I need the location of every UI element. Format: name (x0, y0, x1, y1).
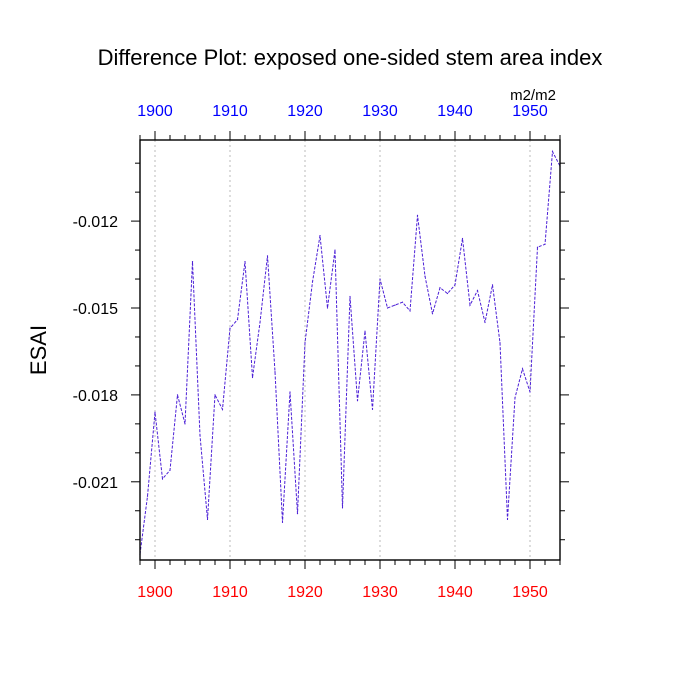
data-point-1944 (484, 321, 486, 324)
series-line-0 (139, 149, 561, 555)
data-point-1909 (221, 408, 224, 410)
data-point-1912 (244, 261, 246, 263)
data-point-1927 (356, 400, 359, 402)
y-axis-label: ESAI (26, 325, 51, 375)
data-point-1938 (439, 287, 441, 289)
data-point-1899 (146, 495, 149, 497)
x-tick-label-bottom: 1920 (287, 584, 323, 601)
x-tick-label-bottom: 1910 (212, 584, 248, 601)
data-point-1952 (544, 243, 546, 245)
data-point-1914 (259, 321, 261, 324)
data-point-1928 (364, 330, 366, 332)
data-point-1930 (379, 278, 381, 280)
data-point-1902 (169, 469, 171, 471)
x-tick-label-top: 1950 (512, 103, 548, 120)
data-point-1940 (454, 284, 456, 286)
data-point-1953 (551, 150, 554, 153)
data-point-1939 (446, 292, 449, 295)
data-point-1920 (304, 342, 306, 344)
x-tick-label-top: 1920 (287, 103, 323, 120)
data-point-1921 (311, 281, 314, 283)
data-point-1950 (529, 391, 531, 393)
grid (154, 140, 531, 560)
data-point-1906 (199, 434, 201, 437)
y-tick-label: -0.021 (73, 475, 118, 492)
data-point-1948 (514, 397, 516, 399)
data-point-1918 (289, 391, 291, 393)
data-point-1943 (476, 290, 479, 292)
y-tick-label: -0.015 (73, 301, 118, 318)
data-point-1935 (416, 214, 419, 216)
data-point-1908 (214, 394, 216, 396)
axis-tick-labels: 1900 1900 1910 1910 1920 1920 1930 1930 1940 1940… (73, 103, 548, 601)
data-point-1942 (469, 304, 471, 306)
x-tick-label-top: 1910 (212, 103, 248, 120)
data-point-1926 (349, 295, 351, 298)
data-point-1917 (281, 521, 284, 523)
data-point-1916 (274, 371, 276, 373)
data-point-1900 (154, 411, 156, 413)
y-tick-label: -0.012 (73, 214, 118, 231)
units-label: m2/m2 (510, 87, 556, 104)
data-point-1951 (536, 246, 539, 248)
data-point-1904 (184, 423, 186, 425)
data-point-1911 (236, 318, 239, 321)
data-point-1932 (394, 304, 396, 306)
data-point-1913 (251, 376, 254, 379)
data-point-1933 (401, 301, 404, 303)
data-point-1931 (386, 307, 389, 309)
data-point-1936 (424, 275, 426, 277)
chart-title: Difference Plot: exposed one-sided stem … (98, 45, 603, 70)
x-tick-label-bottom: 1900 (137, 584, 173, 601)
x-tick-label-top: 1900 (137, 103, 173, 120)
data-point-1946 (499, 342, 501, 344)
x-tick-label-top: 1940 (437, 103, 473, 120)
data-point-1915 (266, 255, 269, 257)
data-point-1929 (371, 408, 374, 410)
data-point-1934 (409, 310, 411, 312)
data-point-1919 (296, 513, 299, 515)
data-point-1901 (161, 478, 164, 480)
plot-frame (139, 139, 561, 561)
data-point-1945 (491, 284, 494, 286)
axis-ticks (131, 131, 569, 569)
data-point-1922 (319, 234, 321, 237)
x-tick-label-bottom: 1930 (362, 584, 398, 601)
data-point-1937 (431, 313, 434, 315)
x-tick-label-top: 1930 (362, 103, 398, 120)
data-point-1905 (191, 261, 194, 263)
data-point-1907 (206, 518, 209, 521)
data-point-1923 (326, 307, 329, 309)
data-point-1949 (521, 368, 524, 370)
x-tick-label-bottom: 1940 (437, 584, 473, 601)
data-point-1925 (341, 507, 344, 509)
plot-area (139, 149, 561, 555)
data-point-1947 (506, 518, 509, 521)
data-point-1924 (334, 249, 336, 251)
data-point-1910 (229, 327, 231, 329)
y-tick-label: -0.018 (73, 388, 118, 405)
data-point-1903 (176, 394, 179, 396)
data-point-1941 (461, 237, 464, 240)
x-tick-label-bottom: 1950 (512, 584, 548, 601)
